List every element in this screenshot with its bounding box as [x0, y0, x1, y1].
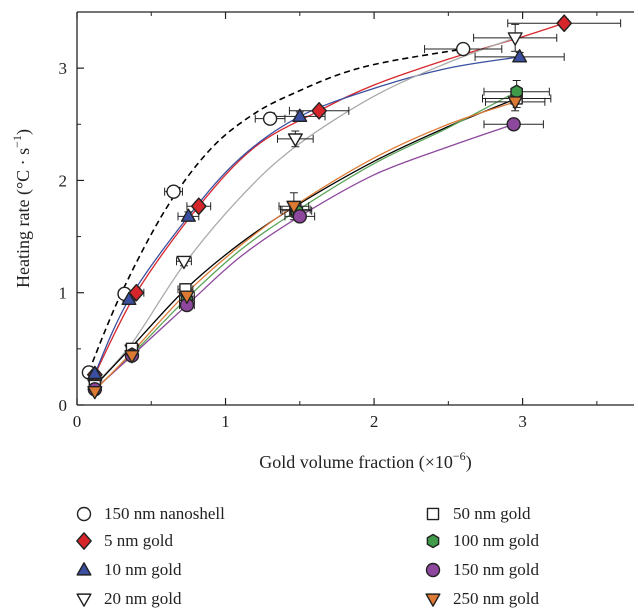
- data-point-series-1: [556, 14, 573, 33]
- legend-item: 150 nm gold: [425, 560, 539, 579]
- data-point-series-2: [87, 365, 103, 380]
- x-axis-label: Gold volume fraction (×10−6): [259, 449, 471, 473]
- fit-line-series-5: [94, 91, 517, 390]
- x-axis-label-close: ): [466, 452, 472, 473]
- data-point-series-7: [124, 350, 140, 364]
- legend-marker: [76, 532, 92, 550]
- legend-label: 150 nm gold: [453, 560, 539, 579]
- data-point-series-3: [287, 133, 303, 147]
- legend-marker: [76, 593, 92, 607]
- x-axis-label-sup: −6: [453, 449, 466, 463]
- legend-item: 50 nm gold: [426, 504, 531, 523]
- legend-item: 10 nm gold: [76, 560, 182, 579]
- y-tick-label: 2: [59, 171, 68, 190]
- legend-marker: [426, 507, 440, 521]
- y-axis-label: Heating rate (°C · s−1): [10, 129, 34, 288]
- fit-line-series-3: [94, 37, 516, 386]
- legend-label: 100 nm gold: [453, 531, 539, 550]
- legend-item: 150 nm nanoshell: [76, 504, 225, 523]
- series-layer: [81, 14, 622, 400]
- x-tick-label: 0: [73, 412, 82, 431]
- data-point-series-0: [166, 184, 181, 199]
- data-point-series-2: [180, 208, 196, 222]
- y-axis-label-close: ): [13, 129, 34, 135]
- data-point-series-7: [286, 200, 302, 215]
- fit-line-series-7: [94, 101, 516, 391]
- legend-marker: [76, 562, 92, 576]
- data-point-series-1: [311, 101, 327, 120]
- data-point-series-1: [190, 197, 207, 216]
- legend-marker: [76, 506, 92, 522]
- fit-line-series-4: [94, 97, 517, 387]
- x-tick-label: 3: [518, 412, 527, 431]
- fit-line-series-6: [94, 123, 514, 390]
- y-tick-label: 3: [59, 59, 68, 78]
- y-axis-label-sup: −1: [10, 135, 24, 148]
- data-point-series-2: [512, 49, 528, 63]
- legend-label: 20 nm gold: [104, 589, 182, 608]
- plot-area: [81, 14, 622, 400]
- legend-marker: [425, 593, 441, 607]
- legend-item: 100 nm gold: [426, 531, 539, 550]
- legend: 150 nm nanoshell 5 nm gold 10 nm gold 20 nm…: [76, 504, 539, 608]
- y-tick-label: 0: [59, 396, 68, 415]
- data-point-series-6: [292, 209, 307, 224]
- y-tick-label: 1: [59, 284, 68, 303]
- legend-label: 250 nm gold: [453, 589, 539, 608]
- x-tick-label: 2: [370, 412, 379, 431]
- data-point-series-0: [455, 41, 471, 57]
- legend-item: 250 nm gold: [425, 589, 539, 608]
- legend-label: 50 nm gold: [453, 504, 531, 523]
- data-point-series-2: [121, 291, 137, 306]
- fit-line-series-0: [88, 48, 464, 372]
- data-point-series-2: [292, 108, 308, 123]
- legend-item: 20 nm gold: [76, 589, 182, 608]
- data-point-series-1: [128, 283, 145, 302]
- x-axis-label-text: Gold volume fraction (×10: [259, 452, 453, 473]
- legend-label: 5 nm gold: [104, 531, 173, 550]
- data-point-series-7: [507, 96, 523, 110]
- legend-label: 150 nm nanoshell: [104, 504, 225, 523]
- data-point-series-6: [506, 117, 521, 132]
- fit-line-series-2: [94, 56, 520, 374]
- legend-label: 10 nm gold: [104, 560, 182, 579]
- legend-marker: [426, 533, 440, 549]
- data-point-series-3: [507, 32, 523, 46]
- legend-marker: [425, 562, 441, 578]
- data-point-series-7: [87, 385, 103, 400]
- data-point-series-3: [176, 255, 192, 270]
- y-axis-label-text: Heating rate (°C · s: [13, 148, 34, 288]
- data-point-series-7: [179, 290, 195, 304]
- data-point-series-0: [262, 111, 278, 126]
- legend-item: 5 nm gold: [76, 531, 173, 550]
- x-tick-label: 1: [221, 412, 230, 431]
